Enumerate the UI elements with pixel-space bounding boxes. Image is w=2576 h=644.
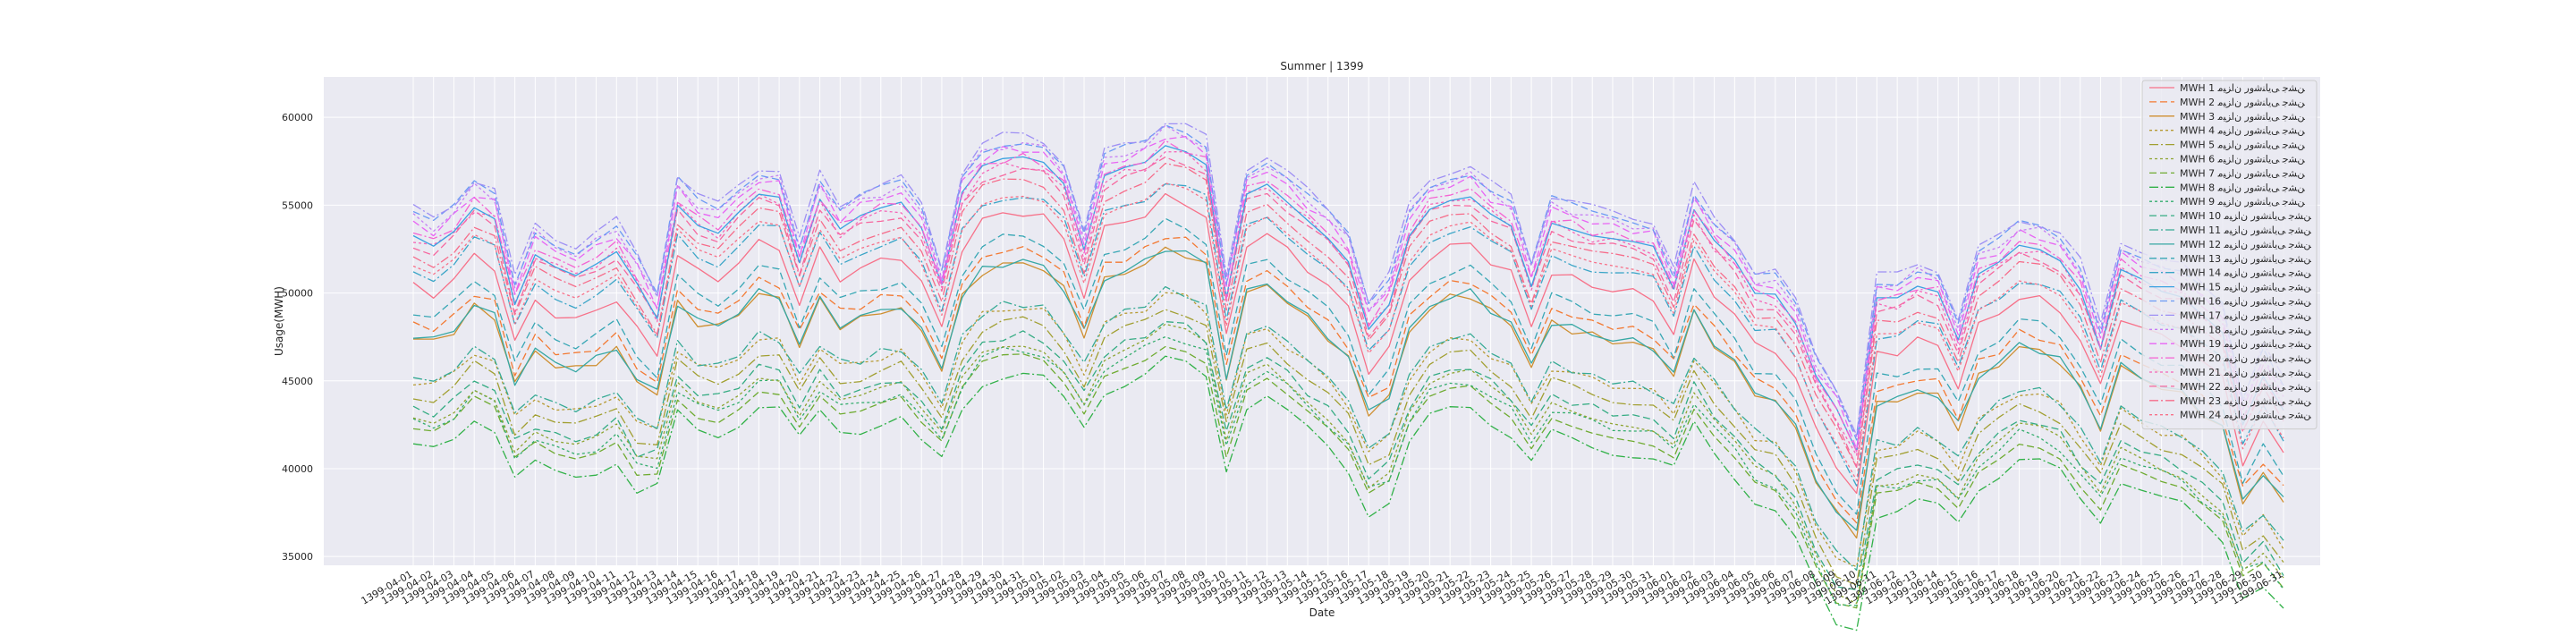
series-line-7 <box>412 345 2284 609</box>
y-axis-ticks: 35000 40000 45000 50000 55000 60000 <box>282 112 313 563</box>
legend-entry: MWH 9 ﻦﺸﺟ ﯽﯾﺎﻨﺷﻭﺭ ﻥﺍﺰﯿﻣ <box>2180 196 2305 208</box>
series-line-5 <box>412 309 2284 586</box>
legend-entry: MWH 8 ﻦﺸﺟ ﯽﯾﺎﻨﺷﻭﺭ ﻥﺍﺰﯿﻣ <box>2180 182 2305 193</box>
legend-entry: MWH 6 ﻦﺸﺟ ﯽﯾﺎﻨﺷﻭﺭ ﻥﺍﺰﯿﻣ <box>2180 154 2305 165</box>
series-line-14 <box>412 182 2284 487</box>
legend-entry: MWH 3 ﻦﺸﺟ ﯽﯾﺎﻨﺷﻭﺭ ﻥﺍﺰﯿﻣ <box>2180 111 2305 123</box>
y-tick-label: 60000 <box>282 112 313 123</box>
legend-entry: MWH 7 ﻦﺸﺟ ﯽﯾﺎﻨﺷﻭﺭ ﻥﺍﺰﯿﻣ <box>2180 167 2305 179</box>
legend: MWH 1 ﻦﺸﺟ ﯽﯾﺎﻨﺷﻭﺭ ﻥﺍﺰﯿﻣ MWH 2 ﻦﺸﺟ ﯽﯾﺎﻨﺷﻭﺭ… <box>2141 80 2318 430</box>
legend-entry: MWH 14 ﻦﺸﺟ ﯽﯾﺎﻨﺷﻭﺭ ﻥﺍﺰﯿﻣ <box>2180 267 2311 279</box>
series-line-15 <box>412 145 2284 452</box>
legend-entry: MWH 16 ﻦﺸﺟ ﯽﯾﺎﻨﺷﻭﺭ ﻥﺍﺰﯿﻣ <box>2180 296 2311 308</box>
y-tick-label: 45000 <box>282 376 313 387</box>
series-line-11 <box>412 285 2284 572</box>
series-line-13 <box>412 217 2284 515</box>
y-axis-label: Usage(MWH) <box>273 286 285 356</box>
legend-entry: MWH 4 ﻦﺸﺟ ﯽﯾﺎﻨﺷﻭﺭ ﻥﺍﺰﯿﻣ <box>2180 125 2305 137</box>
legend-entry: MWH 11 ﻦﺸﺟ ﯽﯾﺎﻨﺷﻭﺭ ﻥﺍﺰﯿﻣ <box>2180 225 2311 236</box>
chart-title: Summer | 1399 <box>1280 60 1363 72</box>
legend-entry: MWH 24 ﻦﺸﺟ ﯽﯾﺎﻨﺷﻭﺭ ﻥﺍﺰﯿﻣ <box>2180 410 2311 421</box>
series-line-6 <box>412 323 2284 605</box>
x-axis-ticks: 1399-04-011399-04-021399-04-031399-04-04… <box>360 568 2285 606</box>
legend-entry: MWH 10 ﻦﺸﺟ ﯽﯾﺎﻨﺷﻭﺭ ﻥﺍﺰﯿﻣ <box>2180 210 2311 222</box>
plot-area <box>324 77 2320 565</box>
y-tick-label: 35000 <box>282 551 313 563</box>
legend-entry: MWH 15 ﻦﺸﺟ ﯽﯾﺎﻨﺷﻭﺭ ﻥﺍﺰﯿﻣ <box>2180 282 2311 293</box>
series-line-1 <box>412 192 2284 495</box>
legend-entry: MWH 22 ﻦﺸﺟ ﯽﯾﺎﻨﺷﻭﺭ ﻥﺍﺰﯿﻣ <box>2180 381 2311 393</box>
series-line-2 <box>412 236 2284 524</box>
series-line-24 <box>412 182 2284 481</box>
series-line-12 <box>412 250 2284 531</box>
legend-entry: MWH 21 ﻦﺸﺟ ﯽﯾﺎﻨﺷﻭﺭ ﻥﺍﺰﯿﻣ <box>2180 367 2311 378</box>
legend-entry: MWH 23 ﻦﺸﺟ ﯽﯾﺎﻨﺷﻭﺭ ﻥﺍﺰﯿﻣ <box>2180 395 2311 407</box>
legend-entry: MWH 5 ﻦﺸﺟ ﯽﯾﺎﻨﺷﻭﺭ ﻥﺍﺰﯿﻣ <box>2180 140 2305 151</box>
series-line-19 <box>412 136 2284 450</box>
x-axis-label: Date <box>1309 606 1335 619</box>
legend-entry: MWH 13 ﻦﺸﺟ ﯽﯾﺎﻨﺷﻭﺭ ﻥﺍﺰﯿﻣ <box>2180 253 2311 265</box>
series-line-23 <box>412 163 2284 469</box>
series-line-8 <box>412 355 2284 631</box>
series-line-4 <box>412 292 2284 568</box>
legend-entry: MWH 19 ﻦﺸﺟ ﯽﯾﺎﻨﺷﻭﺭ ﻥﺍﺰﯿﻣ <box>2180 338 2311 350</box>
legend-entry: MWH 2 ﻦﺸﺟ ﯽﯾﺎﻨﺷﻭﺭ ﻥﺍﺰﯿﻣ <box>2180 97 2305 108</box>
series-line-22 <box>412 156 2284 468</box>
legend-entry: MWH 1 ﻦﺸﺟ ﯽﯾﺎﻨﺷﻭﺭ ﻥﺍﺰﯿﻣ <box>2180 82 2305 94</box>
y-tick-label: 40000 <box>282 463 313 475</box>
series-line-17 <box>412 123 2284 436</box>
legend-entry: MWH 20 ﻦﺸﺟ ﯽﯾﺎﻨﺷﻭﺭ ﻥﺍﺰﯿﻣ <box>2180 352 2311 364</box>
series-lines <box>412 123 2284 631</box>
legend-box <box>2141 80 2318 430</box>
legend-entry: MWH 17 ﻦﺸﺟ ﯽﯾﺎﻨﺷﻭﺭ ﻥﺍﺰﯿﻣ <box>2180 309 2311 321</box>
legend-entry: MWH 12 ﻦﺸﺟ ﯽﯾﺎﻨﺷﻭﺭ ﻥﺍﺰﯿﻣ <box>2180 239 2311 250</box>
series-line-10 <box>412 320 2284 590</box>
y-tick-label: 55000 <box>282 199 313 211</box>
y-tick-label: 50000 <box>282 288 313 300</box>
legend-entry: MWH 18 ﻦﺸﺟ ﯽﯾﺎﻨﺷﻭﺭ ﻥﺍﺰﯿﻣ <box>2180 324 2311 335</box>
series-line-16 <box>412 124 2284 441</box>
series-line-21 <box>412 150 2284 456</box>
